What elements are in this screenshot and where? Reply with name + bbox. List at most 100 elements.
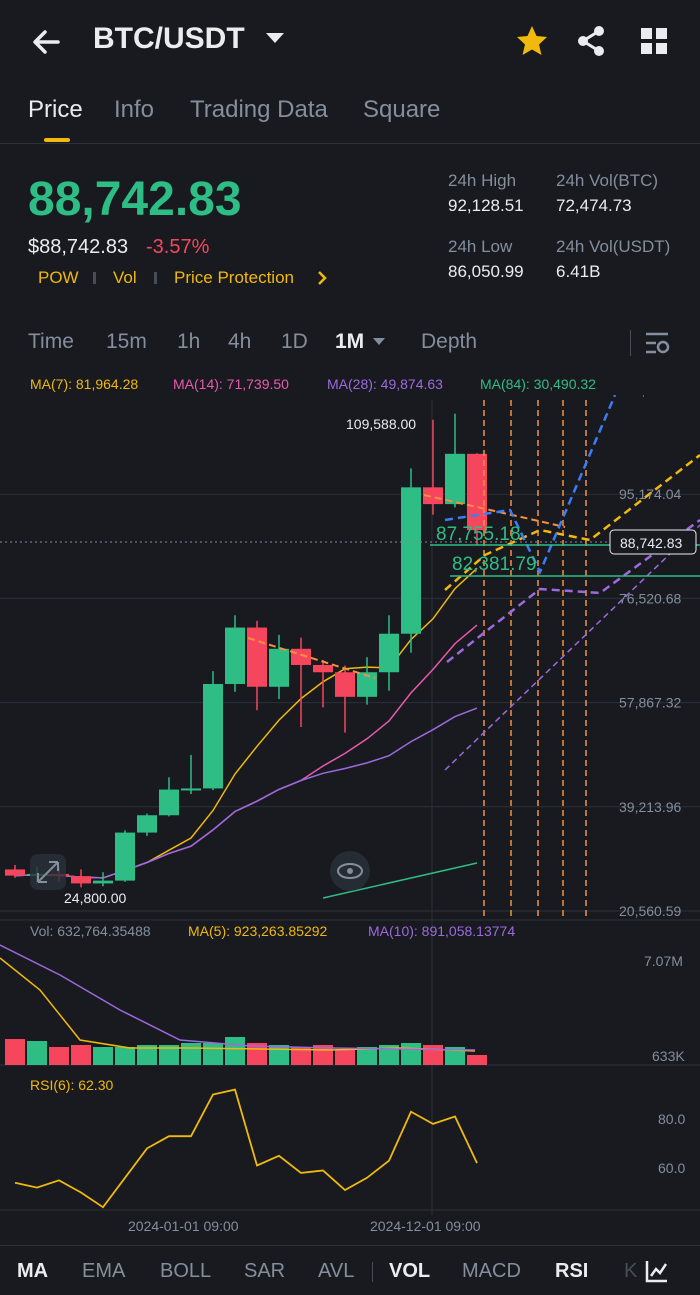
indicator-sar[interactable]: SAR [244,1260,286,1282]
volume-bar [423,1045,443,1065]
candle [379,633,399,673]
candle [5,869,25,876]
rsi-axis-60: 60.0 [658,1160,685,1176]
divider [372,1262,373,1282]
annotation-label: 87,755.18 [436,524,521,545]
volume-bar [401,1043,421,1065]
chevron-right-icon[interactable] [316,270,328,286]
volume-series [0,944,487,1065]
stat-24h-high-label: 24h High [448,171,517,190]
candle [181,788,201,791]
timeframe-1m[interactable]: 1M [335,330,365,353]
projection-line [444,454,700,591]
volume-ma10-label: MA(10): 891,058.13774 [368,923,515,939]
price-chart[interactable]: 113,827.40 95,174.04 76,520.68 57,867.32 39,… [0,395,700,1245]
candle [467,453,487,531]
volume-bar [115,1047,135,1065]
grid-menu-icon[interactable] [640,27,668,55]
indicator-ma[interactable]: MA [17,1260,49,1282]
indicator-boll[interactable]: BOLL [160,1260,212,1282]
rsi-axis-80: 80.0 [658,1111,685,1127]
candle [247,627,267,687]
tag-price-protection[interactable]: Price Protection [174,268,294,287]
indicator-macd[interactable]: MACD [462,1260,521,1282]
tab-trading-data[interactable]: Trading Data [190,96,328,123]
stat-24h-vol-btc-label: 24h Vol(BTC) [556,171,659,190]
stat-24h-vol-usdt-label: 24h Vol(USDT) [556,237,671,256]
volume-bar [71,1045,91,1065]
user-drawings [0,395,700,920]
trend-line [247,637,376,679]
timeframe-time[interactable]: Time [28,330,74,353]
price-axis-tick: 39,213.96 [619,799,681,815]
volume-bar [291,1047,311,1065]
candle [335,672,355,697]
back-arrow-icon[interactable] [28,24,64,60]
tag-vol[interactable]: Vol [113,268,137,287]
candle [225,627,245,684]
candle [313,664,333,673]
favorite-star-icon[interactable] [515,24,549,58]
ma28-line [14,707,478,879]
candle [291,648,311,665]
candle [401,487,421,634]
share-icon[interactable] [575,24,607,58]
divider [0,143,700,144]
indicator-rsi[interactable]: RSI [555,1260,589,1282]
candle [423,487,443,505]
volume-bar [181,1043,201,1065]
volume-bar [27,1041,47,1065]
annotation-label: 82,381.79 [452,554,537,575]
timeframe-4h[interactable]: 4h [228,330,252,353]
price-axis-tick: 20,560.59 [619,903,681,919]
price-axis-tick: 95,174.04 [619,486,681,502]
indicator-k[interactable]: K [624,1260,638,1282]
active-tab-indicator [44,138,70,142]
volume-bar [445,1047,465,1065]
trading-pair-title[interactable]: BTC/USDT [93,22,245,55]
volume-axis-max: 7.07M [644,953,683,969]
rsi-label: RSI(6): 62.30 [30,1077,113,1093]
current-price-box [609,529,697,555]
projection-line [444,395,617,576]
stat-24h-low-label: 24h Low [448,237,513,256]
tab-info[interactable]: Info [114,96,155,123]
candle [203,683,223,789]
stat-24h-vol-btc-value: 72,474.73 [556,196,632,215]
moving-average-lines [14,567,478,899]
indicator-avl[interactable]: AVL [318,1260,355,1282]
expand-icon[interactable] [30,854,66,890]
timeframe-depth[interactable]: Depth [421,330,478,353]
chart-settings-icon[interactable] [642,328,672,358]
dropdown-caret-icon[interactable] [266,33,284,43]
chevron-down-icon[interactable] [373,338,385,345]
indicator-settings-icon[interactable] [644,1258,670,1284]
price-axis-tick: 57,867.32 [619,695,681,711]
header-bar: BTC/USDT [0,0,700,84]
volume-label: Vol: 632,764.35488 [30,923,151,939]
projection-line [444,524,700,771]
volume-bar [5,1039,25,1065]
eye-icon[interactable] [330,851,370,891]
candle [93,880,113,884]
fiat-price: $88,742.83 [28,236,129,258]
price-change-percent: -3.57% [146,236,210,258]
tab-square[interactable]: Square [363,96,441,123]
stat-24h-high-value: 92,128.51 [448,196,524,215]
tag-pow[interactable]: POW [38,268,79,287]
last-price: 88,742.83 [28,173,242,226]
tag-separator [154,272,157,284]
candle [137,815,157,833]
volume-bar [269,1045,289,1065]
stat-24h-low-value: 86,050.99 [448,262,524,281]
price-axis-tick: 113,827.40 [619,395,688,398]
indicator-vol[interactable]: VOL [389,1260,431,1282]
ma84-label: MA(84): 30,490.32 [480,376,596,392]
timeframe-1h[interactable]: 1h [177,330,201,353]
ma14-label: MA(14): 71,739.50 [173,376,289,392]
timeframe-1d[interactable]: 1D [281,330,308,353]
indicator-ema[interactable]: EMA [82,1260,126,1282]
candle [115,832,135,881]
tab-price[interactable]: Price [28,96,83,123]
timeframe-15m[interactable]: 15m [106,330,147,353]
